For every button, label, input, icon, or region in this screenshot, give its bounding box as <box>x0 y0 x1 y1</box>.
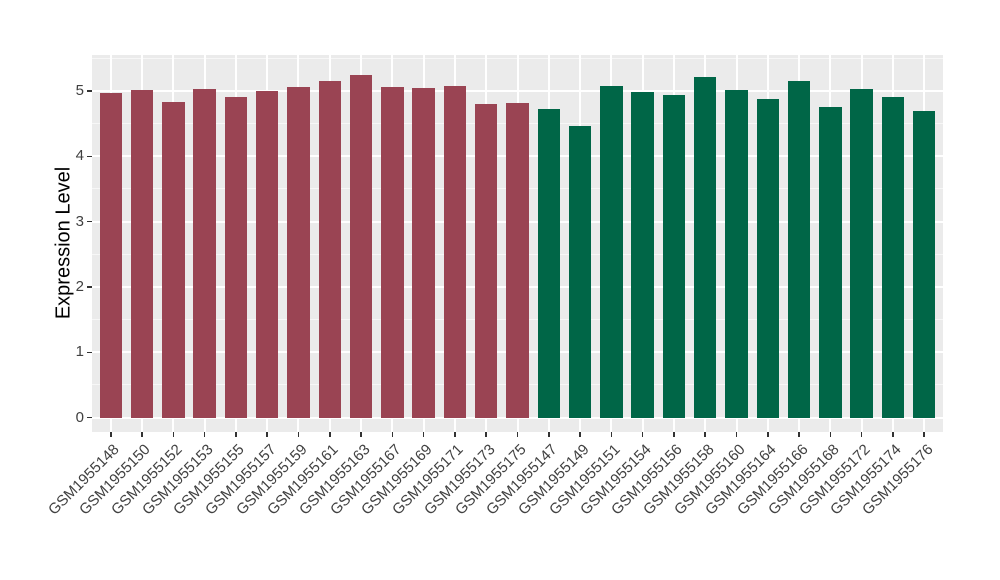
x-axis-tick <box>235 432 237 437</box>
x-axis-tick <box>454 432 456 437</box>
bar-gsm1955151 <box>600 85 623 418</box>
bar-gsm1955166 <box>787 81 811 418</box>
x-axis-tick <box>673 432 675 437</box>
bar-gsm1955163 <box>349 75 373 418</box>
x-axis-tick <box>798 432 800 437</box>
bar-gsm1955169 <box>412 87 435 418</box>
x-axis-tick <box>360 432 362 437</box>
bar-gsm1955152 <box>162 102 185 418</box>
bar-gsm1955156 <box>662 94 686 418</box>
x-axis-tick <box>329 432 331 437</box>
x-axis-tick <box>829 432 832 437</box>
bar-gsm1955168 <box>819 107 842 418</box>
x-axis-tick <box>110 432 112 437</box>
bar-gsm1955150 <box>130 90 154 418</box>
bar-gsm1955171 <box>443 86 467 418</box>
bar-gsm1955159 <box>287 87 310 418</box>
x-axis-tick <box>516 432 519 437</box>
x-axis-tick <box>767 432 769 437</box>
x-axis-tick <box>422 432 425 437</box>
bar-gsm1955153 <box>193 88 216 418</box>
y-tick-label: 4 <box>75 147 84 165</box>
bar-gsm1955173 <box>474 104 498 418</box>
x-axis-label-row: GSM1955148 GSM1955150 GSM1955152 GSM1955153… <box>45 441 943 561</box>
plot-panel <box>92 55 943 432</box>
bar-gsm1955176 <box>912 110 936 418</box>
bar-gsm1955175 <box>506 103 529 418</box>
x-axis-tick <box>297 432 300 437</box>
y-tick-label: 3 <box>75 212 84 230</box>
x-axis-tick <box>172 432 175 437</box>
bar-gsm1955154 <box>631 91 654 418</box>
bar-gsm1955149 <box>568 125 592 418</box>
y-tick-label: 5 <box>75 81 84 99</box>
x-axis-tick <box>266 432 268 437</box>
x-axis-tick <box>485 432 487 437</box>
x-axis-tick <box>548 432 550 437</box>
y-tick-label: 2 <box>75 277 84 295</box>
y-tick-label: 0 <box>75 408 84 426</box>
bar-gsm1955164 <box>756 99 780 418</box>
y-tick-label: 1 <box>75 343 84 361</box>
x-axis-tick <box>641 432 644 437</box>
x-axis-tick <box>892 432 894 437</box>
bar-gsm1955174 <box>881 96 905 418</box>
x-axis-tick <box>203 432 206 437</box>
bar-gsm1955155 <box>224 96 248 418</box>
bar-gsm1955148 <box>99 92 123 418</box>
x-axis-tick <box>391 432 394 437</box>
bar-gsm1955161 <box>318 81 342 418</box>
x-axis-tick <box>735 432 738 437</box>
bar-gsm1955160 <box>725 89 748 418</box>
x-axis-tick <box>704 432 706 437</box>
bar-gsm1955167 <box>381 87 404 418</box>
x-axis-tick <box>860 432 863 437</box>
bar-gsm1955147 <box>537 109 561 418</box>
bar-gsm1955158 <box>693 76 717 418</box>
y-axis-title: Expression Level <box>52 166 75 320</box>
x-axis-tick <box>923 432 925 437</box>
bar-gsm1955172 <box>850 88 873 418</box>
x-axis-tick <box>579 432 581 437</box>
x-axis-tick <box>141 432 143 437</box>
bar-gsm1955157 <box>255 90 279 418</box>
x-axis-tick <box>610 432 613 437</box>
